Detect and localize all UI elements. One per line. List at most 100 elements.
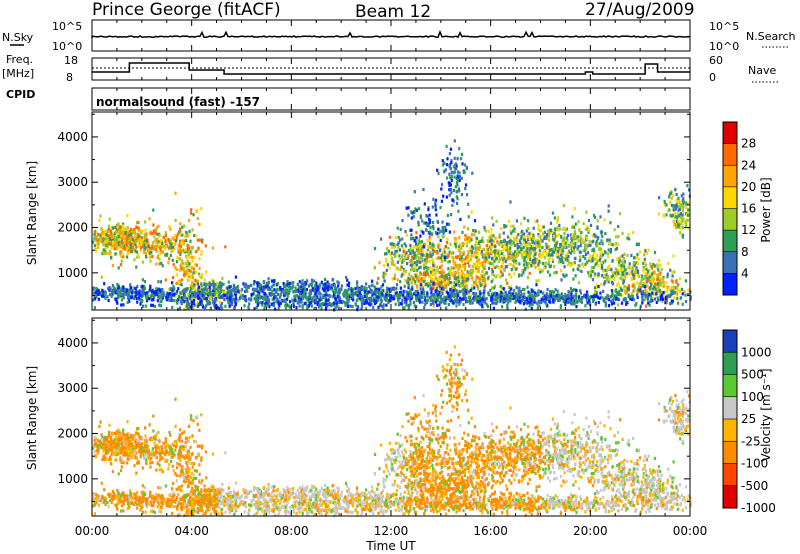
power-cell [551, 231, 554, 235]
power-cell [485, 248, 488, 252]
power-cell [215, 303, 218, 307]
power-cell [298, 304, 301, 308]
power-cell [263, 307, 266, 311]
power-cell [638, 288, 641, 292]
power-cell [526, 240, 529, 244]
power-cell [494, 236, 497, 240]
power-cell [445, 273, 448, 277]
power-cell [523, 238, 527, 242]
power-cell [189, 284, 192, 288]
power-cell [394, 252, 397, 256]
power-cell [581, 262, 584, 266]
power-cell [552, 300, 555, 304]
power-cell [419, 234, 422, 238]
power-cell [588, 299, 591, 303]
power-cell [686, 184, 689, 188]
power-cell [184, 235, 187, 239]
power-cell [443, 161, 446, 165]
power-cell [682, 217, 685, 221]
power-cell [207, 292, 210, 296]
power-cell [363, 294, 366, 298]
power-cell [432, 304, 435, 308]
power-cell [459, 257, 462, 261]
power-cell [544, 300, 547, 305]
power-cell [440, 260, 443, 264]
power-cell [508, 248, 511, 252]
power-cell [450, 251, 453, 255]
power-cell [583, 293, 586, 297]
power-cell [181, 233, 184, 237]
power-cell [594, 294, 597, 298]
power-cell [585, 210, 588, 214]
power-cell [641, 290, 644, 294]
power-cell [217, 282, 220, 286]
power-cell [500, 290, 503, 295]
power-cell [677, 205, 680, 209]
power-cell [292, 302, 295, 306]
power-cell [559, 304, 563, 308]
power-cell [119, 232, 123, 236]
power-cell [103, 232, 106, 236]
power-cell [593, 286, 596, 290]
power-cell [362, 301, 366, 305]
power-cell [437, 256, 440, 260]
power-cell [189, 275, 193, 279]
power-cell [155, 226, 158, 230]
power-cell [670, 191, 673, 195]
power-cell [612, 273, 615, 277]
power-cell [461, 242, 464, 246]
power-cell [470, 250, 473, 254]
power-cell [104, 245, 107, 250]
power-cell [414, 265, 417, 269]
power-cell [530, 246, 533, 251]
power-cell [649, 294, 652, 298]
power-cell [296, 301, 299, 305]
power-cell [218, 300, 221, 304]
power-cell [432, 263, 435, 267]
power-cell [452, 274, 455, 278]
power-cell [212, 289, 215, 293]
power-cell [399, 268, 402, 272]
power-cell [104, 290, 107, 294]
power-cell [573, 232, 576, 236]
power-cell [440, 296, 443, 300]
power-cell [432, 227, 435, 231]
power-cell [129, 227, 132, 231]
power-cell [595, 283, 598, 287]
power-cell [181, 239, 184, 243]
power-cell [413, 190, 416, 194]
power-cell [554, 248, 557, 252]
power-cell [479, 263, 483, 267]
power-cell [101, 240, 104, 244]
power-cell [507, 252, 510, 256]
power-cell [506, 241, 509, 245]
power-cell [418, 260, 421, 264]
power-cell [418, 266, 421, 270]
power-cell [399, 293, 403, 297]
power-cell [123, 292, 126, 296]
power-cell [514, 259, 517, 263]
power-cell [445, 144, 448, 148]
power-cell [204, 306, 207, 310]
power-cell [592, 295, 595, 299]
power-cell [657, 272, 661, 276]
power-cell [642, 261, 645, 266]
power-cell [554, 227, 557, 231]
power-cell [491, 216, 494, 220]
power-cell [502, 258, 505, 262]
power-cell [250, 297, 253, 301]
power-cell [393, 245, 396, 249]
power-cell [236, 284, 239, 288]
power-cell [404, 269, 408, 273]
power-cell [216, 289, 220, 293]
power-cell [483, 266, 486, 270]
power-cell [553, 216, 556, 220]
power-cell [541, 225, 544, 229]
power-cell [545, 247, 548, 251]
power-cell [145, 239, 149, 243]
power-cell [593, 257, 596, 261]
power-cell [633, 256, 636, 260]
power-cell [586, 260, 589, 264]
power-cell [405, 251, 408, 255]
power-cell [197, 289, 200, 293]
